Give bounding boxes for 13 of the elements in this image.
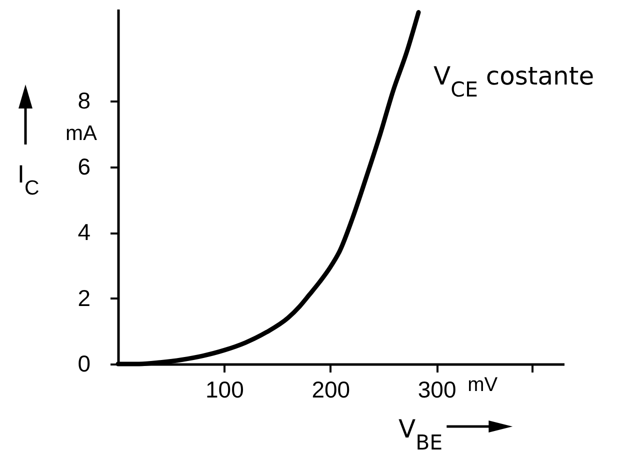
x-tick-label: 200: [312, 376, 350, 402]
x-tick-label: 300: [418, 376, 456, 402]
x-axis-title: V$_{BE}$: [398, 414, 443, 453]
y-tick-label: 6: [78, 153, 90, 180]
y-tick-label: 2: [78, 284, 90, 311]
y-tick-label: 0: [78, 350, 90, 376]
y-tick-label: 8: [78, 88, 90, 114]
text: mA: [66, 122, 97, 145]
annotation: V$_{CE}$ costante: [434, 61, 594, 102]
y-tick-label: 4: [78, 219, 91, 246]
text: mV: [468, 374, 498, 396]
x-tick-label: 100: [206, 376, 244, 402]
y-axis-title: I$_{C}$: [18, 160, 40, 199]
